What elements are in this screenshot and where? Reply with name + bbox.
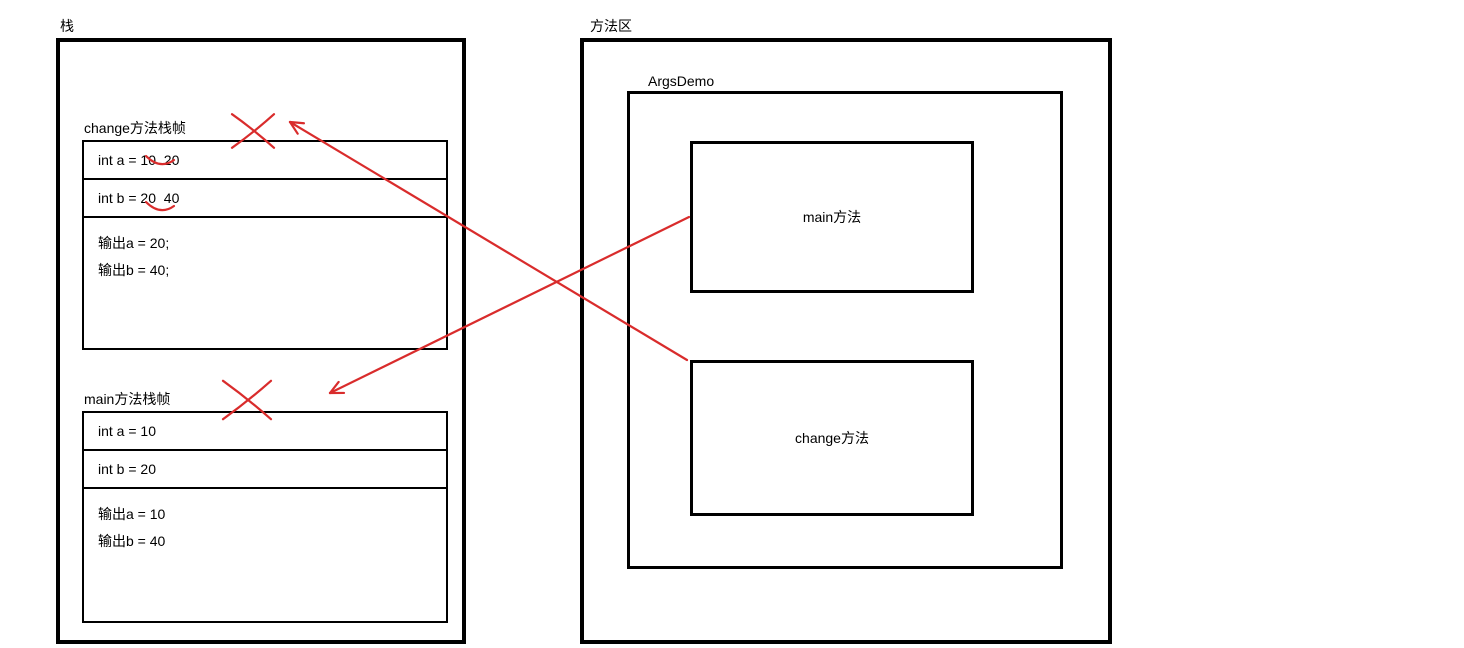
change-a-old: 10 bbox=[140, 152, 156, 168]
class-name-label: ArgsDemo bbox=[648, 73, 714, 89]
change-frame-box: int a = 10 20 int b = 20 40 输出a = 20; 输出… bbox=[82, 140, 448, 350]
main-frame-box: int a = 10 int b = 20 输出a = 10 输出b = 40 bbox=[82, 411, 448, 623]
change-out-line-0: 输出a = 20; bbox=[98, 230, 432, 257]
main-row-a: int a = 10 bbox=[84, 413, 446, 451]
main-out-line-0: 输出a = 10 bbox=[98, 501, 432, 528]
change-method-box: change方法 bbox=[690, 360, 974, 516]
change-out-line-1: 输出b = 40; bbox=[98, 257, 432, 284]
change-row-a: int a = 10 20 bbox=[84, 142, 446, 180]
change-b-prefix: int b = bbox=[98, 190, 140, 206]
stack-region-label: 栈 bbox=[60, 16, 74, 36]
change-a-new: 20 bbox=[164, 152, 180, 168]
main-out-line-1: 输出b = 40 bbox=[98, 528, 432, 555]
main-frame-title: main方法栈帧 bbox=[84, 389, 170, 409]
change-frame-title: change方法栈帧 bbox=[84, 118, 186, 138]
main-row-b: int b = 20 bbox=[84, 451, 446, 489]
change-b-old: 20 bbox=[140, 190, 156, 206]
change-a-prefix: int a = bbox=[98, 152, 140, 168]
change-b-new: 40 bbox=[164, 190, 180, 206]
change-row-b: int b = 20 40 bbox=[84, 180, 446, 218]
change-method-label: change方法 bbox=[795, 428, 869, 448]
methodarea-region-label: 方法区 bbox=[590, 16, 632, 36]
change-row-out: 输出a = 20; 输出b = 40; bbox=[84, 218, 446, 307]
main-method-label: main方法 bbox=[803, 207, 861, 227]
main-row-out: 输出a = 10 输出b = 40 bbox=[84, 489, 446, 578]
main-method-box: main方法 bbox=[690, 141, 974, 293]
